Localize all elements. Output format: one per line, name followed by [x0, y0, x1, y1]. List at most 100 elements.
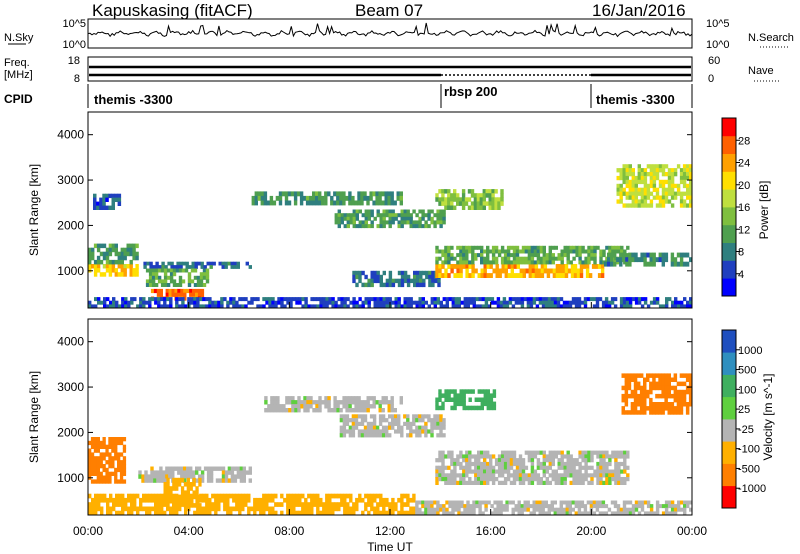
velocity-cell — [633, 389, 638, 395]
power-cell — [304, 300, 308, 305]
power-cell — [491, 201, 495, 206]
power-cell — [424, 213, 428, 218]
power-cell — [670, 203, 675, 208]
velocity-cell — [150, 466, 154, 471]
power-cell — [153, 288, 158, 294]
velocity-cell — [229, 493, 233, 499]
power-cell — [539, 260, 543, 265]
power-cell — [465, 273, 469, 278]
power-cell — [103, 304, 107, 309]
velocity-cell — [273, 400, 277, 405]
velocity-cell — [208, 497, 212, 503]
velocity-cell — [235, 493, 239, 499]
velocity-cell — [154, 506, 158, 512]
power-cell — [670, 195, 675, 200]
power-cell — [364, 274, 368, 280]
velocity-cell — [506, 454, 511, 459]
velocity-cell — [557, 461, 561, 467]
power-cell — [614, 249, 618, 254]
power-cell — [382, 282, 386, 288]
velocity-cell — [375, 429, 380, 434]
velocity-cell — [614, 473, 618, 478]
velocity-cell — [200, 478, 205, 483]
velocity-cell — [489, 393, 494, 398]
velocity-cell — [489, 477, 493, 482]
velocity-cell — [468, 477, 472, 482]
velocity-cell — [175, 502, 179, 507]
velocity-cell — [279, 404, 283, 409]
velocity-cell — [627, 393, 632, 399]
power-cell — [473, 205, 478, 210]
power-cell — [337, 216, 341, 221]
velocity-cell — [241, 506, 245, 512]
power-cell — [132, 247, 136, 253]
velocity-cell — [518, 473, 523, 478]
velocity-cell — [96, 460, 100, 465]
velocity-cell — [206, 474, 211, 479]
velocity-cell — [253, 502, 257, 507]
power-cell — [686, 300, 690, 305]
power-cell — [465, 245, 469, 250]
velocity-cell — [521, 477, 526, 482]
power-cell — [378, 195, 382, 201]
power-cell — [478, 304, 482, 309]
velocity-cell — [415, 414, 419, 419]
velocity-cell — [598, 504, 603, 509]
power-cell — [447, 273, 451, 278]
power-cell — [400, 220, 404, 225]
velocity-cell — [541, 511, 545, 516]
power-cell — [487, 304, 492, 309]
power-cell — [343, 300, 347, 305]
velocity-cell — [511, 507, 515, 512]
velocity-cell — [599, 461, 603, 467]
velocity-cell — [673, 385, 678, 391]
power-cell — [557, 253, 561, 258]
colorbar-tick-label: 24 — [738, 158, 750, 170]
power-cell — [689, 187, 693, 192]
power-cell — [388, 209, 392, 214]
velocity-cell — [633, 377, 638, 382]
velocity-cell — [640, 500, 645, 505]
power-cell — [292, 297, 296, 302]
power-cell — [536, 260, 541, 265]
velocity-cell — [214, 493, 218, 499]
velocity-cell — [218, 466, 223, 471]
velocity-cell — [580, 500, 585, 505]
velocity-cell — [462, 477, 466, 482]
velocity-cell — [623, 469, 627, 474]
velocity-cell — [400, 502, 404, 507]
velocity-cell — [382, 510, 386, 516]
velocity-cell — [372, 425, 377, 430]
velocity-cell — [475, 504, 479, 509]
velocity-cell — [474, 454, 478, 459]
velocity-cell — [670, 507, 675, 512]
power-cell — [114, 197, 119, 202]
velocity-cell — [499, 511, 503, 516]
power-cell — [661, 179, 666, 185]
velocity-cell — [117, 464, 121, 469]
power-cell — [295, 297, 299, 302]
velocity-cell — [599, 465, 603, 470]
velocity-cell — [652, 377, 656, 382]
velocity-cell — [583, 511, 588, 516]
velocity-cell — [624, 381, 629, 387]
velocity-cell — [108, 464, 112, 469]
velocity-cell — [497, 458, 502, 463]
velocity-cell — [515, 473, 520, 478]
velocity-cell — [304, 502, 308, 507]
power-cell — [462, 264, 466, 269]
velocity-cell — [192, 477, 196, 483]
power-cell — [541, 300, 546, 305]
velocity-cell — [381, 418, 386, 423]
velocity-cell — [424, 421, 428, 426]
power-cell — [593, 249, 597, 254]
velocity-heatmap — [88, 373, 693, 516]
velocity-cell — [100, 510, 104, 516]
power-cell — [339, 191, 343, 197]
velocity-cell — [403, 493, 407, 499]
velocity-cell — [277, 502, 281, 507]
power-cell — [376, 278, 380, 284]
power-cell — [607, 300, 612, 305]
beam-title: Beam 07 — [355, 1, 423, 20]
power-cell — [139, 304, 143, 309]
